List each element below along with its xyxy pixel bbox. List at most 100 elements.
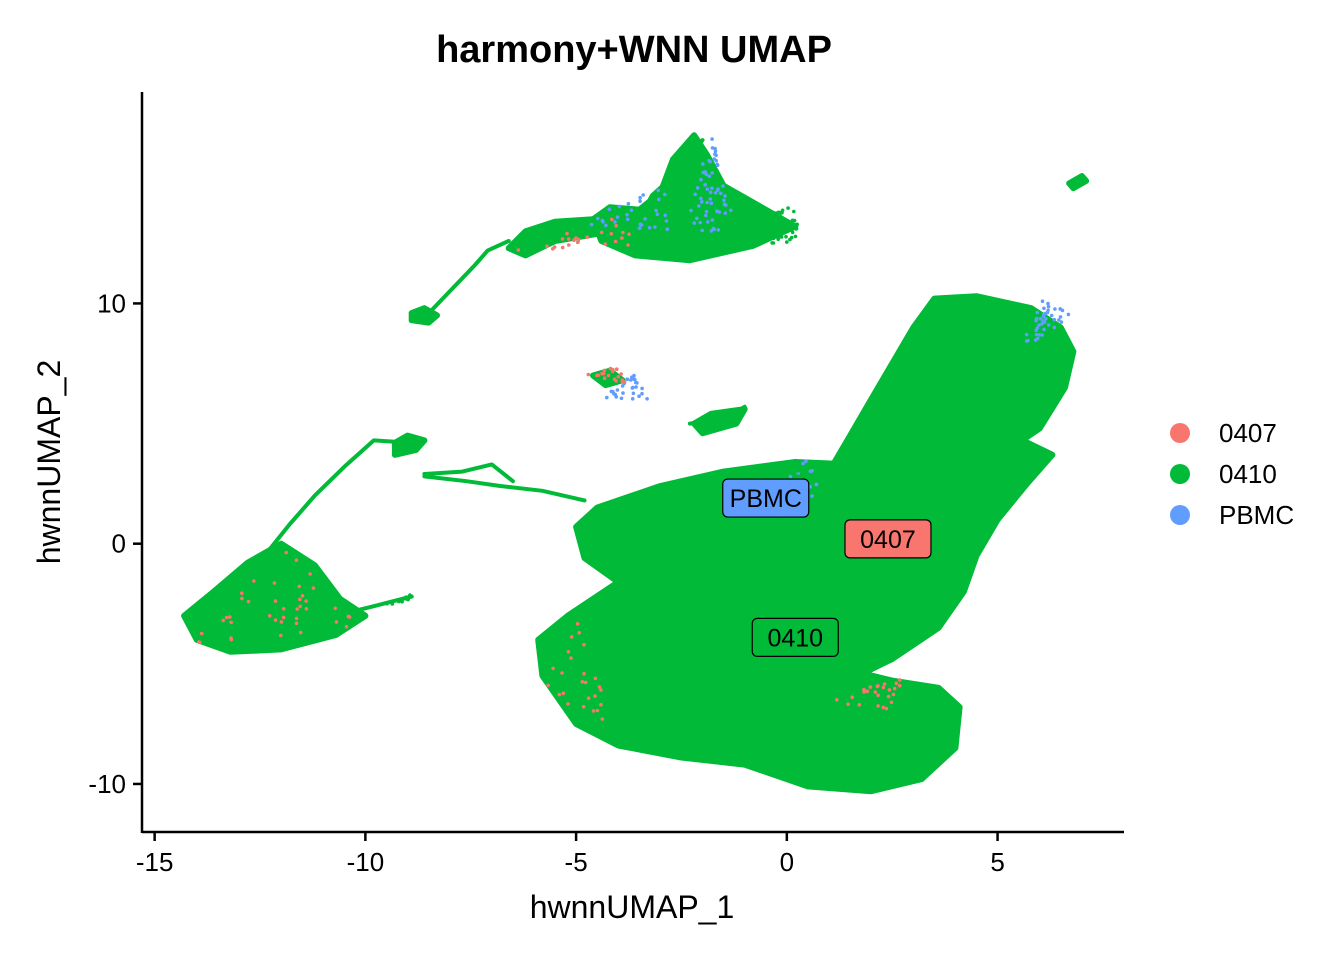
- scatter-point: [272, 581, 277, 585]
- scatter-point: [876, 684, 880, 688]
- scatter-point: [546, 683, 550, 688]
- scatter-point: [637, 226, 642, 230]
- scatter-point: [591, 709, 596, 713]
- scatter-point: [701, 526, 706, 531]
- scatter-point: [569, 635, 574, 639]
- scatter-point: [600, 371, 604, 376]
- scatter-point: [770, 540, 774, 545]
- scatter-point: [810, 494, 814, 498]
- scatter-point: [551, 247, 555, 251]
- scatter-point: [755, 529, 760, 533]
- scatter-point: [294, 558, 299, 562]
- scatter-point: [718, 518, 722, 523]
- scatter-point: [889, 700, 894, 705]
- scatter-point: [656, 188, 661, 193]
- scatter-points-7: [586, 366, 626, 384]
- scatter-point: [575, 622, 580, 626]
- cluster-label-box: [844, 519, 932, 559]
- cluster-label-text: 0407: [860, 526, 916, 554]
- scatter-point: [786, 548, 790, 552]
- scatter-point: [746, 543, 751, 548]
- scatter-point: [699, 196, 703, 201]
- scatter-point: [720, 534, 725, 538]
- scatter-point: [886, 694, 891, 699]
- scatter-point: [792, 523, 796, 528]
- scatter-point: [334, 620, 339, 624]
- scatter-point: [609, 232, 614, 236]
- scatter-point: [786, 554, 791, 559]
- scatter-point: [721, 553, 726, 557]
- scatter-point: [560, 671, 564, 675]
- scatter-point: [1059, 320, 1064, 324]
- scatter-point: [705, 187, 710, 191]
- scatter-point: [709, 522, 714, 527]
- scatter-point: [697, 530, 702, 535]
- scatter-point: [602, 368, 607, 373]
- scatter-point: [279, 620, 284, 624]
- scatter-point: [785, 225, 789, 229]
- scatter-point: [1042, 327, 1046, 332]
- scatter-point: [298, 630, 303, 635]
- scatter-point: [692, 221, 697, 225]
- scatter-point: [750, 526, 754, 531]
- scatter-point: [615, 215, 620, 219]
- scatter-point: [663, 192, 667, 197]
- scatter-point: [716, 533, 720, 537]
- scatter-point: [780, 541, 784, 545]
- scatter-point: [576, 237, 581, 242]
- x-axis-label: hwnnUMAP_1: [530, 889, 735, 925]
- scatter-point: [775, 526, 780, 531]
- scatter-point: [729, 529, 733, 534]
- scatter-point: [1034, 328, 1038, 333]
- scatter-point: [743, 540, 748, 544]
- scatter-point: [630, 397, 635, 401]
- scatter-point: [574, 236, 578, 240]
- scatter-point: [585, 235, 589, 239]
- legend-item-pbmc: PBMC: [1170, 500, 1294, 530]
- scatter-point: [228, 615, 232, 619]
- scatter-point: [765, 556, 770, 560]
- scatter-point: [865, 689, 870, 693]
- scatter-point: [565, 231, 569, 236]
- scatter-point: [725, 553, 729, 558]
- scatter-point: [344, 624, 349, 629]
- scatter-point: [583, 680, 588, 685]
- scatter-point: [892, 686, 897, 691]
- scatter-point: [708, 517, 712, 521]
- cell-region-left-blob: [181, 540, 369, 655]
- scatter-point: [620, 236, 624, 240]
- scatter-point: [770, 228, 774, 232]
- scatter-point: [715, 548, 719, 553]
- scatter-point: [1057, 318, 1061, 322]
- y-tick-label: -10: [88, 769, 126, 799]
- scatter-point: [620, 384, 625, 388]
- scatter-point: [712, 523, 717, 528]
- scatter-point: [760, 547, 765, 551]
- scatter-point: [279, 633, 283, 638]
- scatter-point: [686, 547, 690, 552]
- scatter-point: [760, 228, 765, 232]
- scatter-point: [273, 618, 278, 622]
- scatter-point: [772, 559, 777, 564]
- scatter-point: [729, 208, 733, 213]
- scatter-point: [708, 197, 713, 201]
- scatter-point: [1037, 323, 1041, 327]
- scatter-point: [814, 482, 819, 487]
- scatter-point: [702, 545, 707, 549]
- scatter-point: [712, 545, 717, 550]
- scatter-point: [599, 230, 604, 235]
- scatter-point: [1049, 313, 1054, 318]
- scatter-point: [700, 541, 705, 545]
- scatter-point: [224, 615, 229, 620]
- scatter-point: [710, 171, 714, 175]
- scatter-point: [641, 193, 645, 197]
- legend-label: PBMC: [1219, 500, 1294, 530]
- scatter-point: [704, 209, 709, 214]
- scatter-point: [632, 377, 637, 382]
- scatter-point: [613, 392, 618, 397]
- scatter-point: [744, 533, 748, 538]
- scatter-point: [758, 552, 763, 556]
- scatter-point: [620, 378, 624, 382]
- scatter-point: [599, 702, 603, 707]
